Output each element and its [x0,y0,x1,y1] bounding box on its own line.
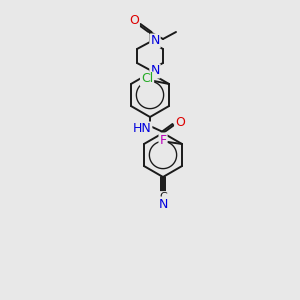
Text: O: O [129,14,139,28]
Text: O: O [175,116,185,128]
Text: N: N [150,34,160,47]
Text: HN: HN [133,122,152,136]
Text: N: N [150,64,160,77]
Text: Cl: Cl [141,73,153,85]
Text: F: F [160,134,167,146]
Text: N: N [158,197,168,211]
Text: C: C [159,192,167,202]
